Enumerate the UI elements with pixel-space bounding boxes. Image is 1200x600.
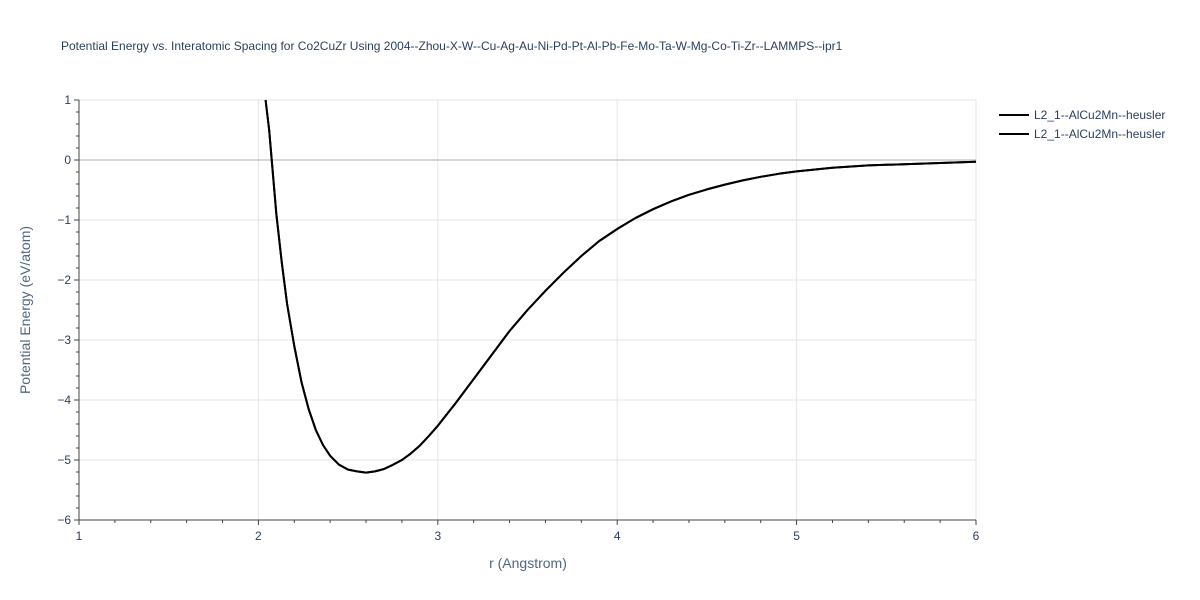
y-tick-label: −5	[57, 453, 71, 467]
y-tick-label: 0	[64, 153, 71, 167]
y-tick-label: −3	[57, 333, 71, 347]
legend-label: L2_1--AlCu2Mn--heusler	[1034, 127, 1165, 141]
y-tick-label: −1	[57, 213, 71, 227]
x-tick-label: 5	[793, 529, 800, 543]
y-tick-label: 1	[64, 93, 71, 107]
grid	[79, 99, 977, 520]
plot-area	[264, 100, 976, 474]
legend[interactable]: L2_1--AlCu2Mn--heusler L2_1--AlCu2Mn--heu…	[999, 108, 1165, 141]
chart-title: Potential Energy vs. Interatomic Spacing…	[61, 39, 843, 53]
y-axis-title: Potential Energy (eV/atom)	[17, 226, 33, 394]
y-tick-label: −4	[57, 393, 71, 407]
legend-label: L2_1--AlCu2Mn--heusler	[1034, 108, 1165, 122]
y-tick-label: −2	[57, 273, 71, 287]
x-tick-label: 1	[76, 529, 83, 543]
x-axis-title: r (Angstrom)	[489, 555, 567, 571]
legend-item-2[interactable]: L2_1--AlCu2Mn--heusler	[999, 127, 1165, 141]
x-tick-label: 2	[255, 529, 262, 543]
series-line-2	[264, 100, 976, 474]
x-tick-label: 6	[973, 529, 980, 543]
legend-item-1[interactable]: L2_1--AlCu2Mn--heusler	[999, 108, 1165, 122]
series-line-1	[264, 100, 976, 474]
x-tick-label: 4	[614, 529, 621, 543]
x-tick-label: 3	[434, 529, 441, 543]
axes: 1 2 3 4 5 6 1 0 −1 −2 −3 −4 −5 −6	[57, 93, 979, 543]
y-tick-label: −6	[57, 513, 71, 527]
